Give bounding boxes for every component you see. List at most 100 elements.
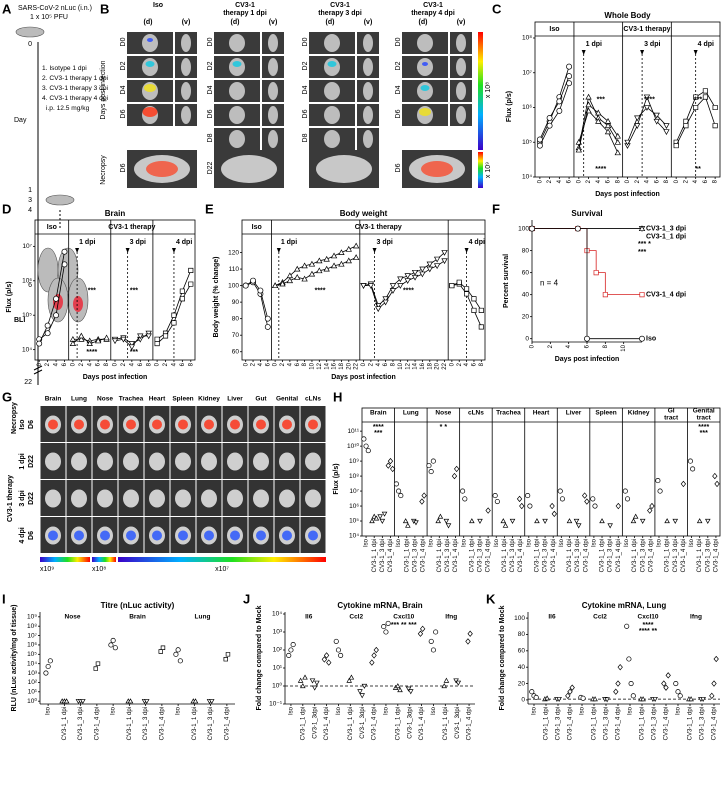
panel-label: J: [243, 591, 250, 606]
x-tick-label: CV3-1_4 dpi: [648, 539, 654, 572]
x-tick-label: CV3-1_3 dpi: [608, 539, 614, 572]
marker: [128, 344, 136, 351]
colorbar: [478, 32, 483, 150]
column-header: CV3-1: [235, 2, 255, 9]
y-tick-label: 10⁴: [22, 346, 32, 353]
day: 4: [28, 207, 32, 214]
marker: [53, 312, 60, 319]
x-tick-label: CV3-1_4 dpi: [372, 707, 378, 740]
marker: [61, 248, 68, 255]
organ-signal: [100, 530, 110, 541]
group-name: Trachea: [496, 410, 521, 417]
marker: [595, 109, 602, 116]
x-tick-label: 0: [70, 362, 76, 366]
marker: [402, 518, 409, 524]
x-tick-label: 2: [79, 362, 85, 366]
marker: [379, 518, 386, 524]
marker: [381, 624, 387, 630]
panel-label: K: [486, 591, 496, 606]
marker: [225, 652, 231, 657]
marker: [173, 651, 179, 657]
organ-signal: [230, 419, 240, 430]
y-tick-label: 10⁹: [349, 458, 359, 465]
x-tick-label: 0: [625, 179, 631, 183]
marker: [467, 630, 473, 637]
x-tick-label: Iso: [461, 538, 467, 547]
row-label: 3 dpi: [19, 490, 26, 506]
marker: [377, 514, 383, 520]
marker: [657, 488, 663, 494]
x-tick-label: CV3-1_1 dpi: [567, 539, 573, 572]
marker: [375, 306, 382, 313]
marker: [556, 107, 563, 114]
chart-title: Survival: [571, 209, 602, 218]
x-tick-label: Iso: [526, 538, 532, 547]
group-name: tract: [697, 415, 712, 422]
organ: [97, 452, 113, 471]
marker: [696, 518, 703, 524]
mouse: [324, 106, 340, 124]
x-tick-label: CV3-1_4 dpi: [467, 707, 473, 740]
marker: [316, 257, 323, 264]
series-line: [38, 264, 65, 340]
marker: [411, 269, 419, 276]
x-tick-label: 4: [464, 362, 470, 366]
organ: [149, 489, 165, 508]
x-tick-label: CV3-1_4 dpi: [616, 707, 622, 740]
marker: [428, 638, 434, 644]
x-tick-label: 6: [180, 362, 186, 366]
arrow-head: [276, 248, 281, 253]
marker: [624, 496, 631, 502]
panel-label: G: [2, 389, 12, 404]
marker: [465, 638, 471, 645]
y-tick-label: 10¹¹: [347, 428, 359, 435]
organ: [227, 452, 243, 471]
marker: [397, 283, 404, 289]
x-tick-label: Iso: [624, 538, 630, 547]
marker: [326, 659, 332, 666]
marker: [661, 680, 667, 687]
x-tick-label: CV3-1_1 dpi: [592, 707, 598, 740]
group-name: Nose: [65, 614, 81, 621]
x-tick-label: Iso: [580, 706, 586, 715]
x-tick-label: CV3-1_4 dpi: [224, 707, 230, 740]
marker: [387, 457, 394, 465]
marker: [420, 625, 426, 633]
group-name: Il6: [305, 614, 313, 621]
marker: [529, 225, 535, 232]
treatment-label: 1 dpi: [586, 41, 602, 48]
scale-label: x 10⁸: [485, 82, 492, 98]
treatment-label: 3 dpi: [130, 239, 146, 246]
group-name: Brain: [129, 614, 146, 621]
marker: [592, 503, 598, 509]
marker: [290, 642, 296, 648]
marker: [546, 115, 553, 121]
marker: [569, 684, 575, 691]
chart-title: Titre (nLuc activity): [101, 601, 175, 610]
marker: [53, 295, 60, 302]
column-header: Spleen: [172, 396, 193, 403]
marker: [702, 94, 708, 100]
mouse: [229, 130, 245, 148]
marker: [47, 658, 53, 664]
organ-signal: [152, 419, 162, 430]
marker: [628, 680, 634, 687]
marker: [640, 696, 646, 702]
view-label: (v): [269, 19, 278, 26]
column-header: Heart: [149, 396, 166, 403]
y-tick-label: 60: [232, 348, 240, 355]
y-axis-label: RLU (nLuc activity/mg of tissue): [11, 605, 18, 712]
x-tick-label: CV3-1_1 dpi: [348, 707, 354, 740]
mouse: [324, 34, 340, 52]
marker: [311, 685, 318, 691]
mouse: [363, 58, 373, 76]
chart-title: Cytokine mRNA, Brain: [337, 601, 422, 610]
organ-signal: [100, 419, 110, 430]
marker: [383, 629, 389, 635]
marker: [108, 642, 114, 648]
mouse: [456, 106, 466, 124]
marker: [359, 693, 365, 699]
y-tick-label: 10⁴: [349, 533, 359, 540]
bli-signal: [142, 107, 158, 117]
x-tick-label: 16: [332, 362, 338, 369]
